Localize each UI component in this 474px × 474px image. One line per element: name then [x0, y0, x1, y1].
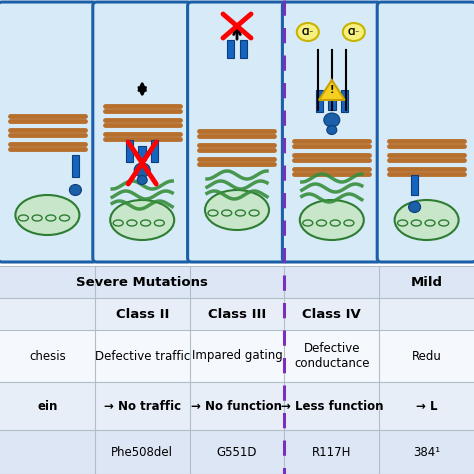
Bar — [0, 266, 474, 298]
Ellipse shape — [327, 126, 337, 135]
Text: Redu: Redu — [411, 349, 442, 363]
Ellipse shape — [394, 200, 459, 240]
Text: Defective
conductance: Defective conductance — [294, 342, 370, 370]
Ellipse shape — [297, 23, 319, 41]
Text: !: ! — [329, 85, 334, 95]
Ellipse shape — [300, 200, 364, 240]
Ellipse shape — [15, 195, 80, 235]
Bar — [410, 175, 418, 195]
Text: Class II: Class II — [116, 308, 169, 320]
Ellipse shape — [343, 23, 365, 41]
Text: → L: → L — [416, 400, 438, 412]
Ellipse shape — [409, 201, 420, 212]
Text: Cl⁻: Cl⁻ — [301, 27, 314, 36]
Text: Phe508del: Phe508del — [111, 446, 173, 458]
Bar — [227, 40, 234, 58]
Ellipse shape — [324, 113, 340, 127]
Bar — [73, 155, 80, 177]
Polygon shape — [319, 80, 345, 100]
Bar — [138, 146, 146, 160]
Bar — [0, 330, 474, 382]
Ellipse shape — [205, 190, 269, 230]
Text: → No traffic: → No traffic — [104, 400, 181, 412]
Text: Cl⁻: Cl⁻ — [347, 27, 360, 36]
Ellipse shape — [110, 200, 174, 240]
FancyBboxPatch shape — [283, 2, 381, 262]
Text: R117H: R117H — [312, 446, 352, 458]
Text: Class III: Class III — [208, 308, 266, 320]
Ellipse shape — [69, 184, 82, 195]
Bar — [341, 90, 348, 112]
Bar — [151, 140, 158, 162]
FancyBboxPatch shape — [0, 2, 97, 262]
FancyBboxPatch shape — [377, 2, 474, 262]
Bar — [126, 140, 133, 162]
Bar — [328, 96, 336, 110]
Text: → No function: → No function — [191, 400, 283, 412]
Bar — [316, 90, 323, 112]
Bar — [0, 298, 474, 330]
FancyBboxPatch shape — [93, 2, 191, 262]
Ellipse shape — [134, 163, 150, 177]
Text: ein: ein — [37, 400, 57, 412]
Text: G551D: G551D — [217, 446, 257, 458]
Text: Impared gating: Impared gating — [191, 349, 283, 363]
Text: Severe Mutations: Severe Mutations — [76, 275, 208, 289]
Text: → Less function: → Less function — [281, 400, 383, 412]
Text: Class IV: Class IV — [302, 308, 361, 320]
Text: 384¹: 384¹ — [413, 446, 440, 458]
FancyBboxPatch shape — [188, 2, 286, 262]
Text: Defective traffic: Defective traffic — [95, 349, 190, 363]
Text: Mild: Mild — [410, 275, 443, 289]
Text: chesis: chesis — [29, 349, 66, 363]
Bar — [0, 382, 474, 430]
Bar — [0, 430, 474, 474]
Bar — [240, 40, 247, 58]
Ellipse shape — [137, 175, 147, 184]
